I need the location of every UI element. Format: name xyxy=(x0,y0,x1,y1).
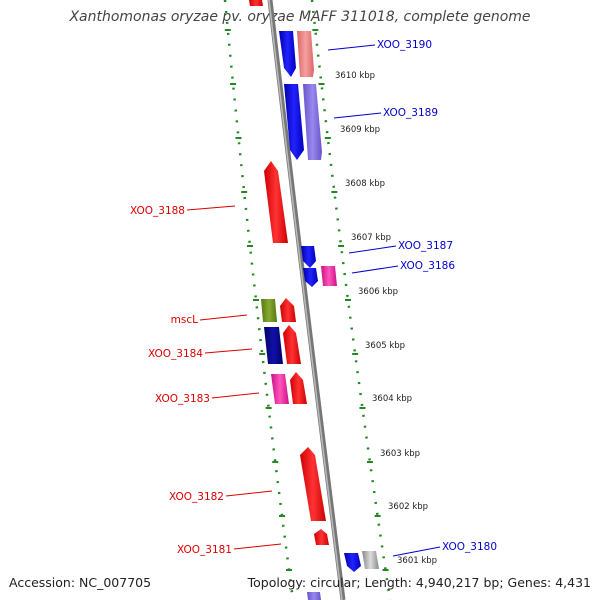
gene-label-xoo-3181[interactable]: XOO_3181 xyxy=(177,544,232,556)
gene-arrow[interactable] xyxy=(279,31,296,77)
gene-arrow[interactable] xyxy=(290,372,307,404)
gene-arrow[interactable] xyxy=(300,447,326,521)
genome-backbone xyxy=(267,0,346,600)
gene-arrow[interactable] xyxy=(271,374,289,404)
gene-label-mscl[interactable]: mscL xyxy=(171,314,198,326)
gene-arrow[interactable] xyxy=(264,327,283,364)
gene-arrow[interactable] xyxy=(314,529,329,545)
reverse-genes xyxy=(261,161,329,545)
kbp-tick-label: 3604 kbp xyxy=(372,394,412,404)
gene-arrow[interactable] xyxy=(283,325,301,364)
gene-label-xoo-3184[interactable]: XOO_3184 xyxy=(148,348,203,360)
gene-arrow[interactable] xyxy=(303,268,318,287)
major-ticks xyxy=(224,29,389,571)
accession-text: Accession: NC_007705 xyxy=(9,575,152,590)
kbp-tick-label: 3601 kbp xyxy=(397,556,437,566)
gene-arrow[interactable] xyxy=(297,31,314,77)
gene-arrow[interactable] xyxy=(284,84,304,160)
kbp-tick-label: 3602 kbp xyxy=(388,502,428,512)
gene-label-xoo-3187[interactable]: XOO_3187 xyxy=(398,240,453,252)
gene-label-xoo-3188[interactable]: XOO_3188 xyxy=(130,205,185,217)
gene-arrow[interactable] xyxy=(261,299,277,322)
gene-label-xoo-3183[interactable]: XOO_3183 xyxy=(155,393,210,405)
forward-gene-labels: XOO_3190 XOO_3189 XOO_3187 XOO_3186 XOO_… xyxy=(327,39,497,557)
kbp-tick-label: 3603 kbp xyxy=(380,449,420,459)
gene-arrow[interactable] xyxy=(362,551,379,569)
gene-arrow[interactable] xyxy=(321,266,337,286)
genome-title: Xanthomonas oryzae pv. oryzae MAFF 31101… xyxy=(69,9,531,25)
gene-arrow[interactable] xyxy=(280,298,296,322)
reverse-gene-labels: XOO_3188 mscL XOO_3184 XOO_3183 XOO_3182… xyxy=(130,205,282,556)
kbp-tick-label: 3605 kbp xyxy=(365,341,405,351)
forward-genes xyxy=(249,0,379,600)
gene-label-xoo-3182[interactable]: XOO_3182 xyxy=(169,491,224,503)
gene-arrow[interactable] xyxy=(301,246,316,268)
gene-arrow[interactable] xyxy=(303,84,322,160)
kbp-tick-label: 3607 kbp xyxy=(351,233,391,243)
kbp-labels: 3610 kbp 3609 kbp 3608 kbp 3607 kbp 3606… xyxy=(335,71,437,566)
genome-summary-text: Topology: circular; Length: 4,940,217 bp… xyxy=(247,575,591,590)
gene-arrow[interactable] xyxy=(307,592,321,600)
kbp-tick-label: 3609 kbp xyxy=(340,125,380,135)
gene-label-xoo-3190[interactable]: XOO_3190 xyxy=(377,39,432,51)
gene-arrow[interactable] xyxy=(249,0,263,6)
gene-label-xoo-3189[interactable]: XOO_3189 xyxy=(383,107,438,119)
kbp-tick-label: 3608 kbp xyxy=(345,179,385,189)
kbp-tick-label: 3610 kbp xyxy=(335,71,375,81)
kbp-tick-label: 3606 kbp xyxy=(358,287,398,297)
gene-arrow[interactable] xyxy=(344,553,361,572)
gene-arrow[interactable] xyxy=(264,161,288,243)
gene-label-xoo-3180[interactable]: XOO_3180 xyxy=(442,541,497,553)
gene-label-xoo-3186[interactable]: XOO_3186 xyxy=(400,260,455,272)
